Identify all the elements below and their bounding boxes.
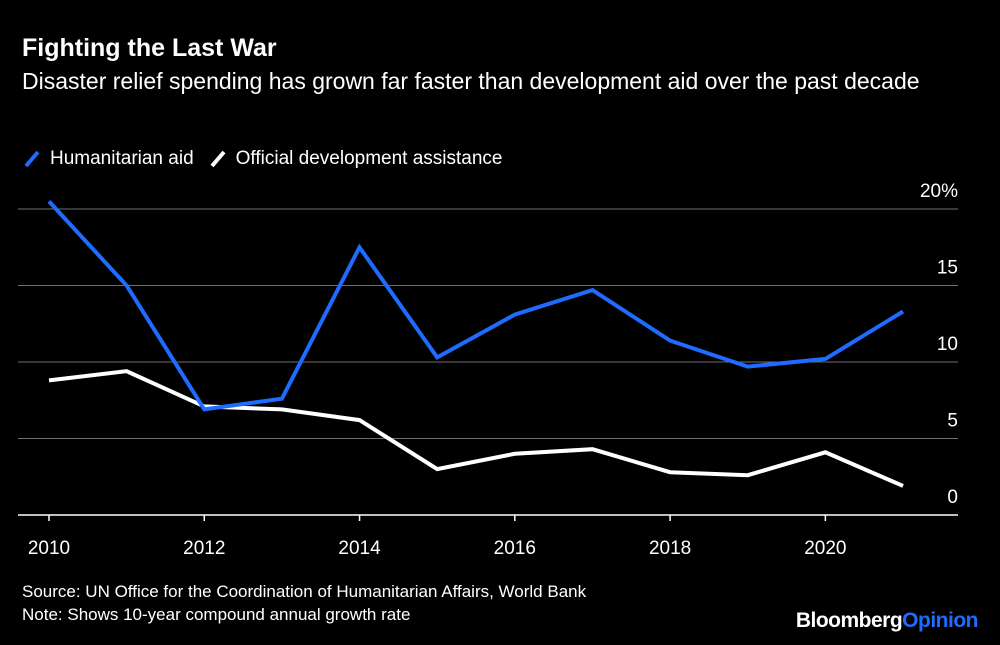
legend-item-humanitarian: Humanitarian aid	[22, 148, 194, 170]
y-tick-label: 0	[947, 487, 958, 508]
y-tick-label: 10	[937, 334, 958, 355]
brand-logo: BloombergOpinion	[795, 609, 979, 633]
x-tick-label: 2016	[494, 538, 536, 559]
legend-label-oda: Official development assistance	[235, 148, 503, 169]
x-tick-label: 2018	[649, 538, 691, 559]
series-line-official-development-assistance	[48, 369, 904, 488]
x-tick-label: 2020	[804, 538, 846, 559]
legend-swatch-humanitarian-icon	[24, 150, 40, 168]
y-tick-label: 15	[937, 258, 958, 279]
brand-logo-part2: Opinion	[902, 609, 978, 632]
chart-subtitle: Disaster relief spending has grown far f…	[22, 68, 920, 94]
x-tick-label: 2012	[183, 538, 225, 559]
chart-title: Fighting the Last War	[22, 34, 277, 62]
chart-legend: Humanitarian aid Official development as…	[22, 146, 517, 172]
x-tick-label: 2014	[338, 538, 381, 559]
legend-swatch-oda-icon	[210, 150, 226, 168]
series-line-humanitarian-aid	[47, 200, 905, 412]
legend-label-humanitarian: Humanitarian aid	[50, 148, 194, 169]
brand-logo-part1: Bloomberg	[795, 609, 903, 632]
x-tick-label: 2010	[28, 538, 70, 559]
y-tick-label: 5	[947, 411, 958, 432]
methodology-note: Note: Shows 10-year compound annual grow…	[22, 605, 411, 624]
legend-item-oda: Official development assistance	[208, 148, 503, 170]
y-tick-label: 20%	[920, 181, 958, 202]
source-note: Source: UN Office for the Coordination o…	[22, 582, 587, 601]
chart-footer: Source: UN Office for the Coordination o…	[22, 580, 586, 626]
